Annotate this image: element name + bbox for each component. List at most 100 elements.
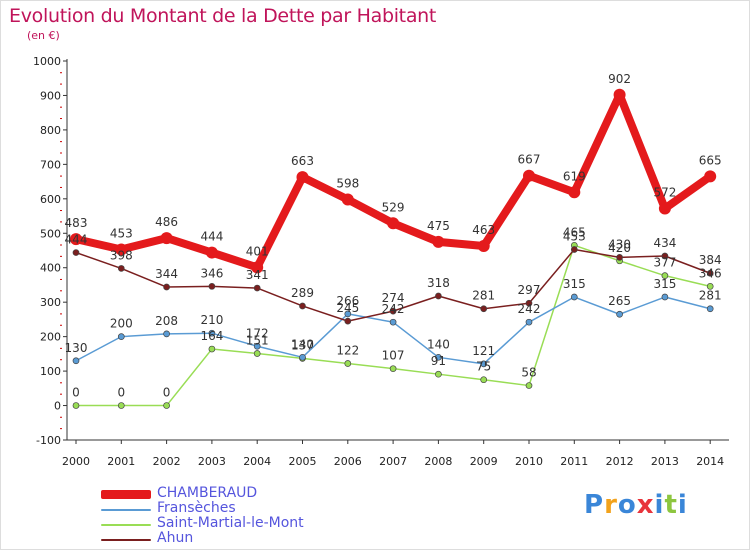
- data-label: 210: [200, 313, 223, 327]
- data-label: 281: [472, 289, 495, 303]
- x-tick-label: 2002: [153, 455, 181, 468]
- data-point: [208, 282, 216, 290]
- data-label: 274: [382, 291, 405, 305]
- data-label: 91: [431, 354, 446, 368]
- data-point: [208, 345, 216, 353]
- data-point: [117, 402, 125, 409]
- data-label: 200: [110, 317, 133, 331]
- x-tick-label: 2014: [696, 455, 724, 468]
- data-point: [160, 232, 173, 245]
- data-point: [706, 282, 714, 290]
- data-point: [616, 310, 623, 318]
- data-label: 572: [653, 185, 676, 199]
- data-label: 315: [563, 277, 586, 291]
- data-label: 346: [200, 266, 223, 280]
- data-label: 140: [427, 337, 450, 351]
- data-point: [70, 233, 82, 246]
- data-label: 465: [563, 225, 586, 239]
- y-tick-label: 900: [40, 89, 61, 102]
- data-point: [208, 329, 216, 337]
- legend-swatch: [101, 539, 151, 541]
- logo-letter: i: [677, 490, 688, 520]
- y-tick-label: 600: [40, 193, 61, 206]
- data-point: [523, 169, 535, 182]
- data-label: 58: [521, 366, 536, 380]
- data-label: 137: [291, 338, 314, 352]
- data-point: [616, 254, 623, 261]
- y-tick-label: 700: [40, 158, 61, 171]
- data-point: [205, 246, 218, 259]
- data-point: [432, 235, 445, 248]
- data-label: 475: [427, 219, 450, 233]
- y-tick-label: 100: [40, 365, 61, 378]
- data-point: [299, 302, 306, 310]
- data-label: 444: [200, 230, 223, 244]
- data-label: 377: [653, 256, 676, 270]
- proxiti-logo: Proxiti: [584, 490, 688, 520]
- data-label: 121: [472, 344, 495, 358]
- data-point: [435, 370, 442, 378]
- data-point: [117, 265, 125, 272]
- data-point: [163, 330, 170, 338]
- x-tick-label: 2004: [243, 455, 271, 468]
- data-label: 107: [382, 349, 405, 363]
- x-tick-label: 2007: [379, 455, 407, 468]
- data-point: [570, 293, 578, 301]
- x-tick-label: 2010: [515, 455, 543, 468]
- data-point: [253, 284, 261, 292]
- data-label: 281: [699, 289, 722, 303]
- data-point: [299, 353, 306, 361]
- logo-letter: o: [617, 490, 637, 520]
- data-label: 486: [155, 215, 178, 229]
- data-point: [480, 376, 488, 384]
- data-label: 151: [246, 334, 269, 348]
- legend-label: Fransèches: [157, 500, 236, 516]
- data-label: 0: [117, 386, 125, 400]
- data-label: 140: [291, 337, 314, 351]
- data-point: [658, 202, 671, 215]
- legend-label: Ahun: [157, 530, 194, 546]
- data-label: 315: [653, 277, 676, 291]
- data-point: [525, 318, 533, 326]
- data-point: [72, 357, 80, 365]
- x-tick-label: 2000: [62, 455, 90, 468]
- data-label: 289: [291, 286, 314, 300]
- data-label: 598: [336, 177, 359, 191]
- legend-swatch: [101, 524, 151, 526]
- logo-letter: t: [664, 490, 678, 520]
- data-point: [72, 402, 80, 409]
- data-point: [389, 307, 397, 315]
- data-label: 208: [155, 314, 178, 328]
- data-point: [706, 305, 714, 313]
- x-tick-label: 2001: [107, 455, 135, 468]
- data-label: 665: [699, 153, 722, 167]
- data-label: 398: [110, 248, 133, 262]
- data-label: 245: [336, 301, 359, 315]
- data-point: [389, 365, 397, 373]
- data-point: [253, 342, 261, 350]
- data-point: [661, 272, 669, 280]
- logo-letter: r: [604, 490, 618, 520]
- x-tick-label: 2009: [470, 455, 498, 468]
- data-point: [704, 170, 717, 183]
- data-point: [435, 353, 442, 361]
- y-tick-label: 1000: [33, 55, 61, 68]
- data-point: [341, 193, 354, 206]
- data-label: 130: [65, 341, 88, 355]
- data-label: 265: [608, 294, 631, 308]
- data-point: [253, 350, 261, 357]
- data-point: [389, 318, 397, 326]
- data-label: 667: [518, 153, 541, 167]
- data-label: 0: [163, 386, 171, 400]
- data-label: 341: [246, 268, 269, 282]
- data-label: 122: [336, 344, 359, 358]
- data-label: 242: [518, 302, 541, 316]
- y-tick-label: 200: [40, 331, 61, 344]
- data-point: [568, 186, 581, 199]
- data-label: 164: [200, 329, 223, 343]
- data-label: 384: [699, 253, 722, 267]
- data-label: 0: [72, 386, 80, 400]
- data-label: 430: [608, 237, 631, 251]
